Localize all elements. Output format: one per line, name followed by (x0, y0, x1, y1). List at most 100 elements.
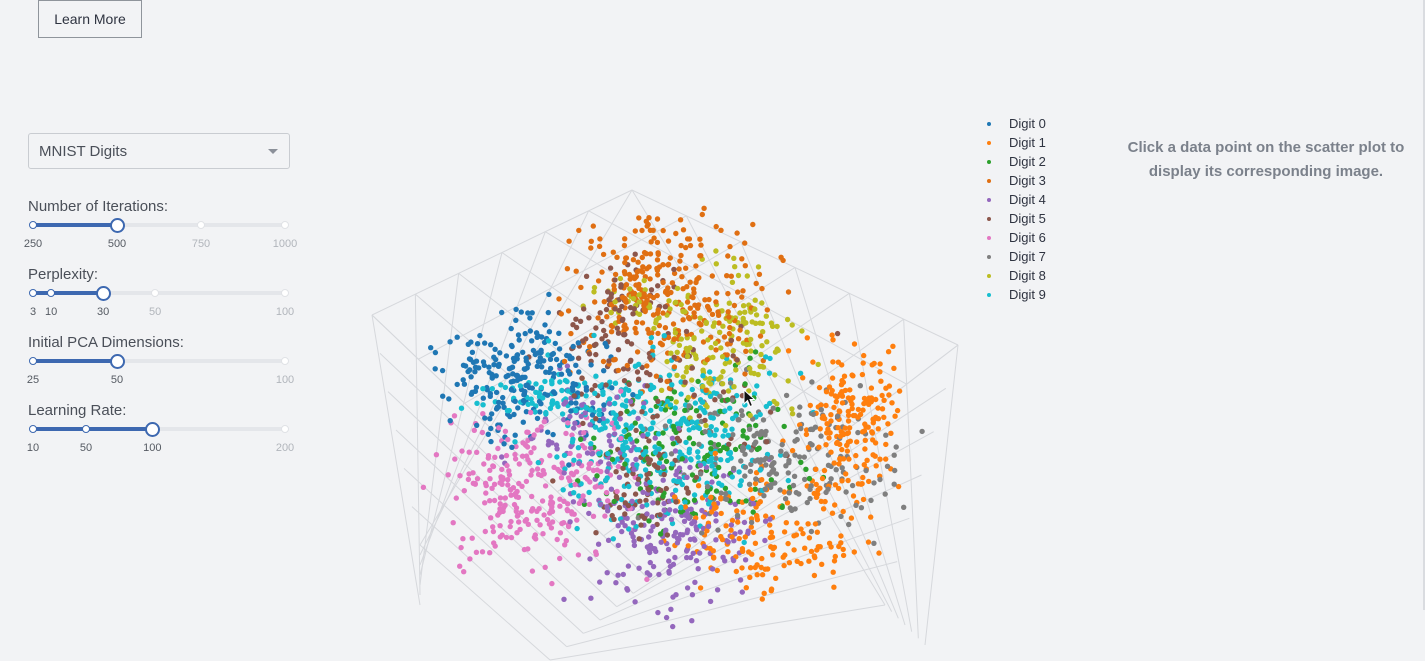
data-point[interactable] (646, 470, 652, 477)
data-point[interactable] (873, 463, 879, 469)
data-point[interactable] (565, 308, 572, 314)
data-point[interactable] (809, 379, 815, 385)
data-point[interactable] (759, 477, 765, 483)
data-point[interactable] (861, 352, 867, 359)
data-point[interactable] (595, 541, 602, 547)
data-point[interactable] (584, 450, 591, 456)
data-point[interactable] (697, 550, 703, 556)
data-point[interactable] (474, 400, 480, 406)
data-point[interactable] (717, 329, 723, 335)
data-point[interactable] (623, 422, 629, 428)
data-point[interactable] (623, 255, 629, 261)
data-point[interactable] (732, 446, 739, 453)
data-point[interactable] (761, 590, 767, 596)
data-point[interactable] (651, 325, 657, 332)
data-point[interactable] (639, 503, 645, 510)
data-point[interactable] (783, 520, 789, 526)
data-point[interactable] (601, 406, 607, 412)
data-point[interactable] (613, 412, 619, 418)
data-point[interactable] (610, 249, 616, 255)
data-point[interactable] (606, 438, 613, 444)
data-point[interactable] (849, 482, 856, 489)
data-point[interactable] (636, 292, 642, 298)
data-point[interactable] (617, 416, 623, 422)
data-point[interactable] (522, 330, 528, 337)
data-point[interactable] (473, 384, 480, 391)
data-point[interactable] (756, 271, 763, 277)
data-point[interactable] (784, 316, 791, 323)
data-point[interactable] (709, 566, 716, 572)
data-point[interactable] (693, 474, 699, 481)
data-point[interactable] (514, 377, 520, 383)
data-point[interactable] (647, 549, 653, 556)
data-point[interactable] (558, 371, 565, 377)
data-point[interactable] (447, 418, 453, 424)
data-point[interactable] (592, 299, 598, 305)
slider-mark-label[interactable]: 250 (23, 238, 43, 250)
data-point[interactable] (496, 399, 502, 406)
data-point[interactable] (644, 502, 650, 508)
data-point[interactable] (645, 456, 651, 462)
data-point[interactable] (620, 366, 627, 372)
data-point[interactable] (638, 390, 644, 396)
data-point[interactable] (720, 323, 726, 329)
data-point[interactable] (871, 360, 877, 367)
data-point[interactable] (770, 545, 776, 552)
data-point[interactable] (614, 325, 620, 331)
data-point[interactable] (864, 457, 870, 463)
data-point[interactable] (595, 315, 601, 321)
data-point[interactable] (800, 530, 806, 537)
data-point[interactable] (598, 468, 604, 475)
data-point[interactable] (767, 522, 773, 528)
data-point[interactable] (641, 306, 648, 313)
data-point[interactable] (690, 550, 696, 556)
data-point[interactable] (565, 475, 572, 481)
data-point[interactable] (713, 427, 719, 433)
data-point[interactable] (794, 520, 800, 526)
data-point[interactable] (601, 368, 607, 374)
data-point[interactable] (497, 501, 503, 507)
data-point[interactable] (465, 341, 471, 347)
data-point[interactable] (630, 392, 636, 398)
data-point[interactable] (588, 460, 594, 467)
data-point[interactable] (662, 325, 669, 331)
data-point[interactable] (722, 360, 728, 367)
data-point[interactable] (646, 438, 652, 444)
data-point[interactable] (582, 380, 588, 386)
data-point[interactable] (584, 476, 590, 482)
slider-handle[interactable] (96, 286, 112, 301)
data-point[interactable] (614, 394, 620, 400)
data-point[interactable] (568, 330, 574, 337)
data-point[interactable] (650, 227, 656, 233)
data-point[interactable] (549, 381, 555, 387)
data-point[interactable] (565, 501, 571, 507)
data-point[interactable] (647, 251, 654, 257)
data-point[interactable] (662, 289, 669, 295)
data-point[interactable] (593, 325, 599, 331)
data-point[interactable] (504, 408, 511, 414)
data-point[interactable] (737, 327, 743, 333)
data-point[interactable] (623, 472, 630, 478)
data-point[interactable] (726, 441, 732, 447)
data-point[interactable] (792, 438, 798, 444)
data-point[interactable] (661, 507, 667, 513)
data-point[interactable] (812, 554, 818, 561)
data-point[interactable] (496, 425, 502, 431)
data-point[interactable] (534, 508, 540, 514)
data-point[interactable] (754, 514, 760, 520)
data-point[interactable] (687, 305, 693, 311)
data-point[interactable] (500, 505, 507, 511)
data-point[interactable] (647, 426, 653, 432)
data-point[interactable] (654, 257, 661, 263)
data-point[interactable] (823, 389, 830, 395)
data-point[interactable] (450, 520, 456, 526)
data-point[interactable] (691, 392, 697, 398)
data-point[interactable] (660, 262, 666, 268)
data-point[interactable] (615, 523, 621, 529)
data-point[interactable] (489, 411, 495, 417)
data-point[interactable] (707, 375, 713, 382)
data-point[interactable] (660, 227, 666, 234)
data-point[interactable] (816, 384, 823, 391)
data-point[interactable] (606, 432, 612, 439)
data-point[interactable] (505, 436, 511, 443)
